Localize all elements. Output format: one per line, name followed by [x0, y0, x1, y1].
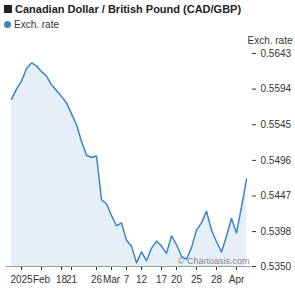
svg-text:0.5643: 0.5643 — [261, 48, 292, 59]
svg-text:0.5594: 0.5594 — [261, 83, 292, 94]
svg-text:0.5496: 0.5496 — [261, 155, 292, 166]
svg-text:7: 7 — [124, 274, 130, 285]
svg-text:20: 20 — [171, 274, 183, 285]
html-text:Canadian Dollar / British Poun: Canadian Dollar / British Pound (CAD/GBP… — [15, 3, 242, 15]
svg-text:Feb: Feb — [33, 274, 51, 285]
svg-text:Exch. rate: Exch. rate — [247, 35, 292, 46]
html-text:Exch. rate: Exch. rate — [14, 19, 59, 30]
svg-text:12: 12 — [136, 274, 148, 285]
svg-text:Apr: Apr — [229, 274, 245, 285]
svg-text:28: 28 — [211, 274, 223, 285]
svg-text:0.5545: 0.5545 — [261, 119, 292, 130]
svg-text:18: 18 — [55, 273, 68, 285]
svg-text:0.5447: 0.5447 — [261, 190, 292, 201]
svg-text:0.5350: 0.5350 — [261, 261, 292, 272]
svg-text:17: 17 — [156, 274, 168, 285]
svg-text:© Chartoasis.com: © Chartoasis.com — [178, 256, 250, 266]
svg-text:0.5398: 0.5398 — [261, 226, 292, 237]
svg-text:25: 25 — [191, 274, 203, 285]
svg-text:2025: 2025 — [10, 274, 33, 285]
svg-text:26: 26 — [91, 274, 103, 285]
svg-text:21: 21 — [66, 274, 78, 285]
svg-text:Mar: Mar — [103, 274, 121, 285]
